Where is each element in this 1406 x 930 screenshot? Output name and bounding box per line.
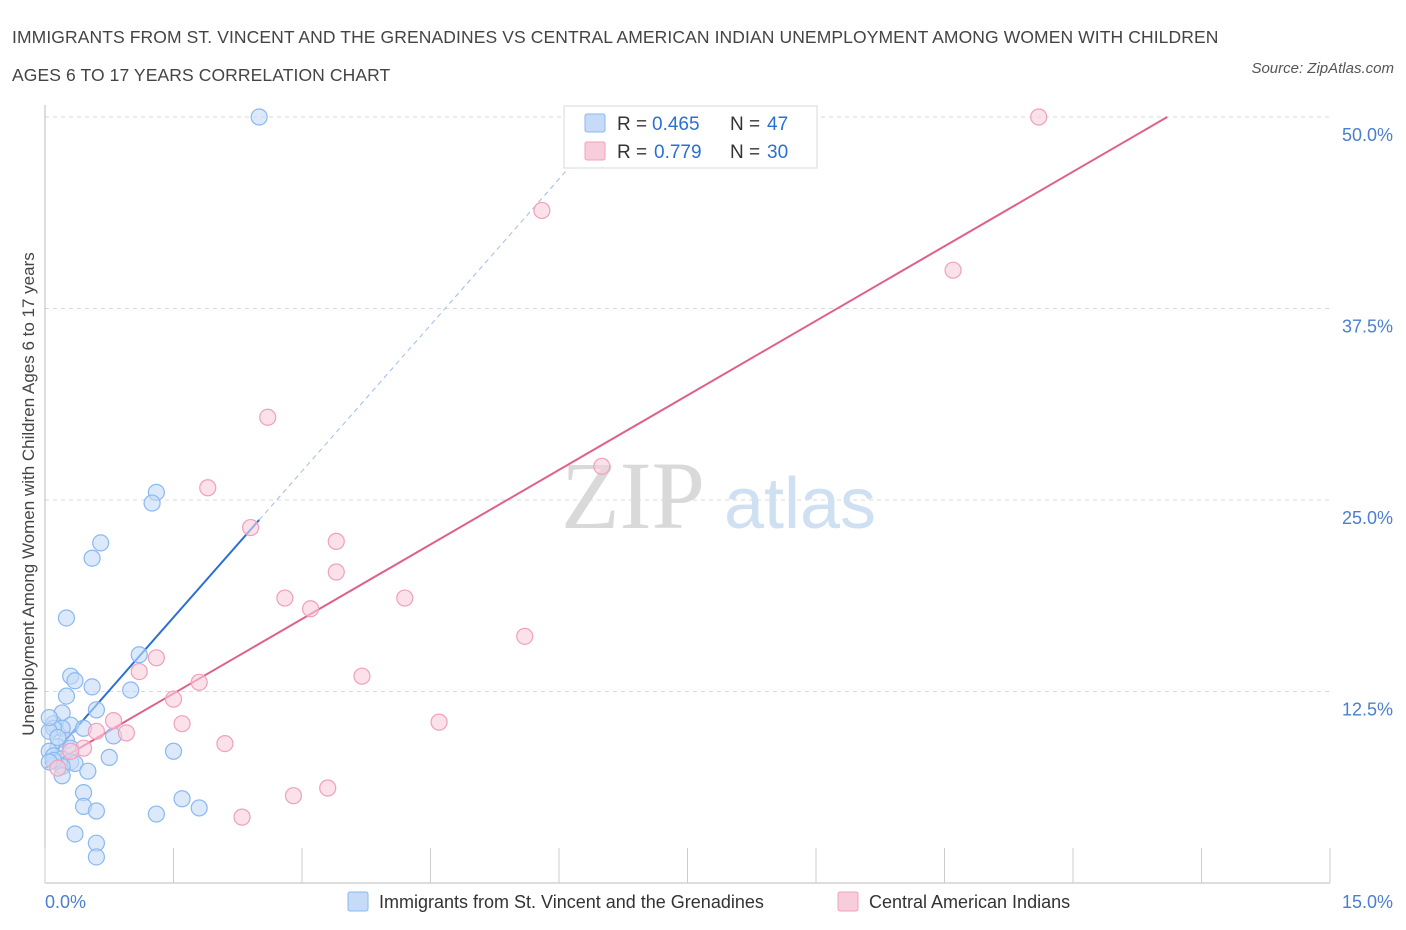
watermark-zip: ZIP bbox=[561, 442, 705, 549]
data-point-blue bbox=[87, 802, 106, 820]
data-point-blue bbox=[79, 762, 97, 780]
data-point-pink bbox=[117, 724, 135, 742]
stats-r-value: 0.779 bbox=[654, 142, 702, 163]
data-point-pink bbox=[301, 600, 320, 618]
data-point-pink bbox=[516, 627, 534, 645]
data-point-blue bbox=[66, 672, 84, 690]
axes: 0.0% 15.0% bbox=[44, 105, 1393, 912]
data-point-pink bbox=[284, 787, 303, 805]
trend-line-blue-extension bbox=[258, 139, 594, 521]
data-point-pink bbox=[49, 759, 67, 777]
stats-r-label: R = bbox=[617, 114, 647, 135]
x-tick-label: 0.0% bbox=[45, 892, 86, 912]
y-tick-label: 37.5% bbox=[1342, 317, 1393, 337]
data-point-blue bbox=[147, 805, 165, 823]
y-tick-label: 50.0% bbox=[1342, 125, 1393, 145]
data-point-blue bbox=[190, 799, 208, 817]
data-point-blue bbox=[122, 681, 140, 699]
y-tick-label: 12.5% bbox=[1342, 700, 1393, 720]
data-point-pink bbox=[593, 457, 611, 475]
data-point-blue bbox=[164, 742, 183, 760]
data-point-pink bbox=[353, 667, 371, 685]
data-point-pink bbox=[216, 734, 234, 753]
data-point-pink bbox=[276, 589, 294, 607]
data-point-pink bbox=[327, 532, 345, 550]
stats-n-label: N = bbox=[730, 142, 760, 163]
series-legend: Immigrants from St. Vincent and the Gren… bbox=[347, 891, 1070, 912]
legend-label-blue: Immigrants from St. Vincent and the Gren… bbox=[379, 892, 764, 912]
stats-r-value: 0.465 bbox=[652, 114, 700, 135]
data-point-blue bbox=[57, 687, 76, 705]
y-tick-label: 25.0% bbox=[1342, 508, 1393, 528]
legend-label-pink: Central American Indians bbox=[869, 892, 1070, 912]
data-point-pink bbox=[319, 779, 337, 797]
stats-n-value: 30 bbox=[767, 142, 788, 163]
data-point-blue bbox=[83, 678, 101, 696]
data-point-pink bbox=[87, 722, 106, 740]
data-point-pink bbox=[199, 479, 217, 497]
data-point-pink bbox=[130, 662, 148, 681]
data-point-blue bbox=[49, 728, 67, 747]
data-point-blue bbox=[66, 825, 84, 843]
grid: 12.5% 25.0% 37.5% 50.0% bbox=[45, 116, 1393, 720]
data-point-blue bbox=[130, 646, 148, 664]
data-point-pink bbox=[533, 201, 551, 220]
data-point-blue bbox=[57, 609, 76, 627]
watermark: ZIP atlas bbox=[561, 442, 876, 549]
data-point-pink bbox=[430, 713, 448, 731]
data-point-pink bbox=[259, 408, 277, 426]
stats-legend: R = 0.465 N = 47 R = 0.779 N = 30 bbox=[563, 105, 818, 169]
data-point-pink bbox=[164, 690, 183, 708]
data-point-blue bbox=[143, 494, 161, 512]
data-point-blue bbox=[92, 534, 110, 552]
data-point-blue bbox=[250, 108, 268, 126]
data-point-blue bbox=[87, 701, 106, 719]
source-label: Source: ZipAtlas.com bbox=[1251, 60, 1394, 77]
stats-n-label: N = bbox=[730, 114, 760, 135]
trend-lines bbox=[44, 116, 1168, 769]
data-point-pink bbox=[62, 742, 80, 760]
data-point-blue bbox=[173, 790, 191, 808]
data-point-pink bbox=[396, 589, 414, 607]
legend-swatch-pink bbox=[837, 891, 859, 912]
data-point-pink bbox=[173, 715, 191, 733]
stats-n-value: 47 bbox=[767, 114, 788, 135]
data-point-pink bbox=[1030, 108, 1048, 126]
data-points bbox=[40, 108, 1048, 866]
chart-title: IMMIGRANTS FROM ST. VINCENT AND THE GREN… bbox=[12, 27, 1219, 85]
trend-line-pink bbox=[44, 116, 1168, 769]
data-point-blue bbox=[100, 748, 118, 766]
stats-r-label: R = bbox=[617, 142, 647, 163]
data-point-pink bbox=[190, 673, 208, 691]
data-point-pink bbox=[147, 649, 165, 667]
data-point-blue bbox=[87, 848, 106, 866]
legend-swatch-blue bbox=[347, 891, 369, 912]
watermark-atlas: atlas bbox=[724, 464, 876, 544]
data-point-pink bbox=[233, 808, 251, 826]
y-axis-label: Unemployment Among Women with Children A… bbox=[19, 252, 38, 736]
stats-swatch-pink bbox=[584, 141, 606, 161]
data-point-pink bbox=[944, 261, 962, 279]
data-point-blue bbox=[40, 708, 58, 727]
x-tick-label: 15.0% bbox=[1342, 892, 1393, 912]
stats-swatch-blue bbox=[584, 113, 606, 133]
data-point-pink bbox=[242, 518, 260, 537]
data-point-pink bbox=[104, 712, 123, 730]
data-point-pink bbox=[327, 563, 345, 581]
data-point-blue bbox=[83, 549, 101, 567]
